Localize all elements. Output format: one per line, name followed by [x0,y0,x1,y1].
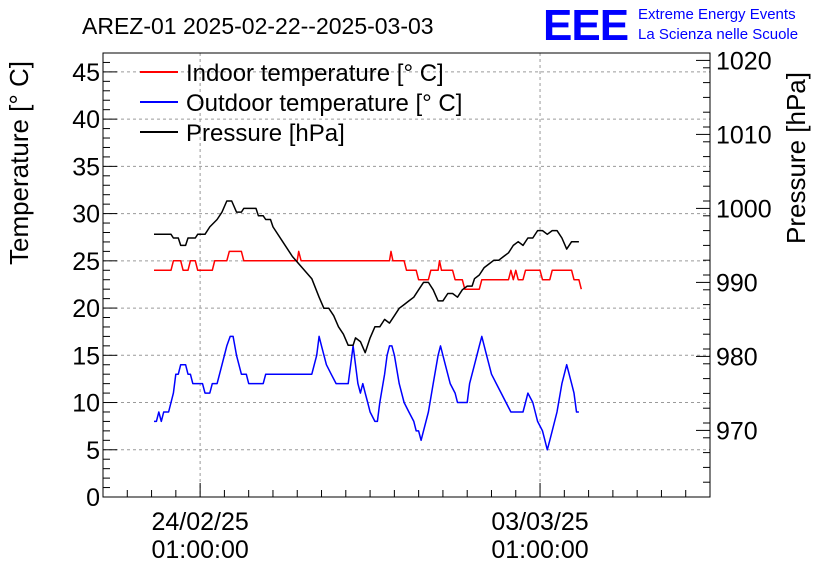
legend-label: Pressure [hPa] [186,120,345,147]
eee-logo-text: EEE [543,1,628,50]
y-tick-label: 30 [72,201,100,229]
y2-tick-label: 1010 [716,121,772,149]
y2-tick-label: 1000 [716,195,772,223]
series-line-0 [154,250,583,290]
series-line-1 [154,335,579,451]
y-tick-label: 10 [72,390,100,418]
y2-axis-label: Pressure [hPa] [781,72,811,244]
legend-label: Outdoor temperature [° C] [186,90,462,117]
x-tick-date: 03/03/25 [491,508,588,536]
legend-label: Indoor temperature [° C] [186,60,444,87]
y-tick-label: 35 [72,153,100,181]
eee-logo: EEE Extreme Energy Events La Scienza nel… [543,1,798,50]
chart-title: AREZ-01 2025-02-22--2025-03-03 [82,13,434,39]
y-tick-label: 0 [86,484,100,512]
logo-line2: La Scienza nelle Scuole [638,26,798,43]
y2-tick-label: 990 [716,269,758,297]
y2-tick-label: 980 [716,343,758,371]
y-tick-label: 15 [72,342,100,370]
legend: Indoor temperature [° C] Outdoor temperat… [140,60,462,147]
y-tick-label: 45 [72,59,100,87]
y-axis-label: Temperature [° C] [4,61,34,265]
y-tick-label: 40 [72,106,100,134]
x-tick-time: 01:00:00 [491,536,588,564]
y-tick-label: 20 [72,295,100,323]
y-tick-label: 5 [86,437,100,465]
logo-line1: Extreme Energy Events [638,6,796,23]
x-tick-time: 01:00:00 [151,536,248,564]
series-layer [154,200,583,451]
x-tick-date: 24/02/25 [151,508,248,536]
y2-tick-label: 970 [716,417,758,445]
grid [103,53,710,498]
y-tick-label: 25 [72,248,100,276]
y2-tick-label: 1020 [716,47,772,75]
series-line-2 [154,200,579,354]
axes: 0 5 10 15 20 25 30 35 40 45 970 980 990 1000 1010 1020 2… [72,47,771,564]
